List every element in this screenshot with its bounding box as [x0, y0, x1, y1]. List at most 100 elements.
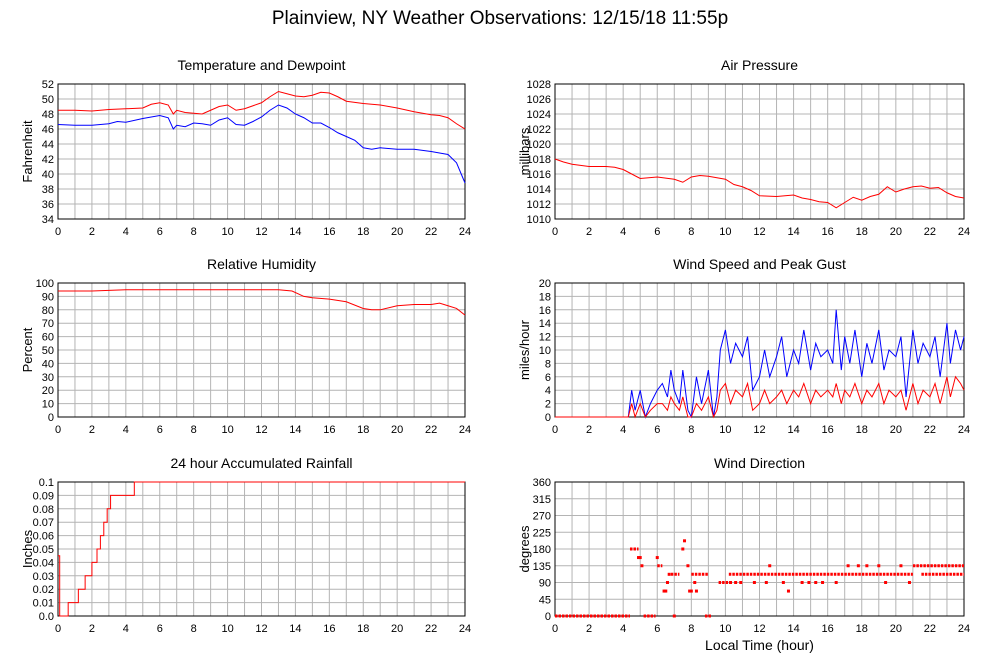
x-tick-label: 4	[620, 424, 626, 436]
data-point	[655, 556, 659, 560]
y-tick-label: 46	[42, 124, 54, 136]
y-axis-label: Percent	[20, 327, 35, 372]
data-point	[768, 564, 772, 568]
x-tick-label: 24	[459, 623, 471, 635]
y-tick-label: 6	[545, 372, 551, 384]
y-tick-label: 10	[539, 345, 551, 357]
y-tick-label: 80	[42, 305, 54, 317]
data-point	[686, 564, 690, 568]
x-tick-label: 8	[191, 424, 197, 436]
chart-title: Wind Direction	[714, 455, 805, 471]
y-tick-label: 14	[539, 318, 551, 330]
data-point	[693, 581, 697, 584]
y-tick-label: 40	[42, 358, 54, 370]
data-point	[672, 614, 676, 618]
x-tick-label: 10	[719, 226, 731, 238]
chart-title: Relative Humidity	[207, 256, 316, 272]
x-tick-label: 6	[157, 623, 163, 635]
data-point	[846, 564, 850, 568]
x-tick-label: 16	[822, 424, 834, 436]
x-tick-label: 14	[787, 623, 799, 635]
data-point	[752, 581, 756, 584]
y-axis-label: miles/hour	[517, 319, 532, 380]
y-axis-label: degrees	[517, 525, 532, 572]
chart-wind: Wind Speed and Peak Gustmiles/hour024681…	[517, 256, 970, 436]
x-tick-label: 22	[425, 623, 437, 635]
x-tick-label: 6	[654, 424, 660, 436]
data-point	[681, 547, 685, 551]
y-tick-label: 44	[42, 139, 54, 151]
x-tick-label: 20	[391, 226, 403, 238]
plot-frame	[57, 83, 466, 220]
x-tick-label: 20	[391, 424, 403, 436]
x-tick-label: 22	[425, 226, 437, 238]
data-point	[729, 581, 733, 584]
chart-humidity: Relative HumidityPercent0102030405060708…	[20, 256, 471, 436]
y-tick-label: 2	[545, 399, 551, 411]
y-axis-label: Fahrenheit	[20, 120, 35, 183]
y-tick-label: 0.06	[33, 531, 54, 543]
x-tick-label: 10	[719, 424, 731, 436]
data-point	[683, 539, 687, 543]
y-tick-label: 0	[48, 412, 54, 424]
data-point	[637, 556, 641, 560]
data-point	[781, 581, 785, 584]
x-tick-label: 2	[586, 226, 592, 238]
y-tick-label: 45	[539, 594, 551, 606]
x-axis-label: Local Time (hour)	[705, 637, 814, 653]
x-tick-label: 22	[924, 424, 936, 436]
x-tick-label: 0	[552, 226, 558, 238]
y-tick-label: 0.09	[33, 490, 54, 502]
x-tick-label: 4	[620, 226, 626, 238]
y-tick-label: 42	[42, 154, 54, 166]
y-tick-label: 40	[42, 169, 54, 181]
y-tick-label: 1024	[527, 109, 551, 121]
data-point	[865, 564, 869, 568]
y-tick-label: 0.05	[33, 544, 54, 556]
x-tick-label: 0	[55, 623, 61, 635]
data-point	[694, 589, 698, 593]
y-tick-label: 270	[533, 511, 551, 523]
x-tick-label: 18	[357, 424, 369, 436]
plot-frame	[57, 282, 466, 418]
data-point	[665, 581, 669, 584]
y-tick-label: 0	[545, 412, 551, 424]
series-line-1	[555, 375, 965, 419]
x-tick-label: 12	[753, 623, 765, 635]
y-tick-label: 48	[42, 109, 54, 121]
x-tick-label: 0	[552, 424, 558, 436]
x-tick-label: 20	[391, 623, 403, 635]
y-tick-label: 0.0	[39, 611, 54, 623]
y-tick-label: 34	[42, 214, 54, 226]
x-tick-label: 22	[924, 623, 936, 635]
y-tick-label: 135	[533, 561, 551, 573]
x-tick-label: 24	[958, 424, 970, 436]
series-line-0	[555, 309, 965, 419]
y-tick-label: 1026	[527, 94, 551, 106]
data-point	[739, 581, 743, 584]
y-tick-label: 1012	[527, 199, 551, 211]
x-tick-label: 18	[856, 623, 868, 635]
x-tick-label: 2	[89, 623, 95, 635]
chart-pressure: Air Pressuremillibars1010101210141016101…	[517, 57, 970, 238]
chart-temp: Temperature and Dewpoint Fahrenheit 34 36 38…	[20, 57, 471, 238]
series-line-0	[58, 90, 466, 130]
x-tick-label: 8	[688, 623, 694, 635]
series-line-0	[554, 158, 965, 209]
data-point	[689, 589, 693, 593]
y-tick-label: 1028	[527, 79, 551, 91]
series-line-0	[58, 481, 465, 617]
x-tick-label: 12	[753, 424, 765, 436]
y-tick-label: 8	[545, 358, 551, 370]
y-tick-label: 20	[539, 278, 551, 290]
data-point	[856, 564, 860, 568]
x-tick-label: 18	[357, 226, 369, 238]
y-tick-label: 100	[36, 278, 54, 290]
x-tick-label: 12	[255, 623, 267, 635]
series-line-1	[57, 104, 466, 184]
x-tick-label: 22	[924, 226, 936, 238]
y-tick-label: 0.04	[33, 557, 54, 569]
data-point	[638, 556, 642, 560]
y-tick-label: 1022	[527, 124, 551, 136]
